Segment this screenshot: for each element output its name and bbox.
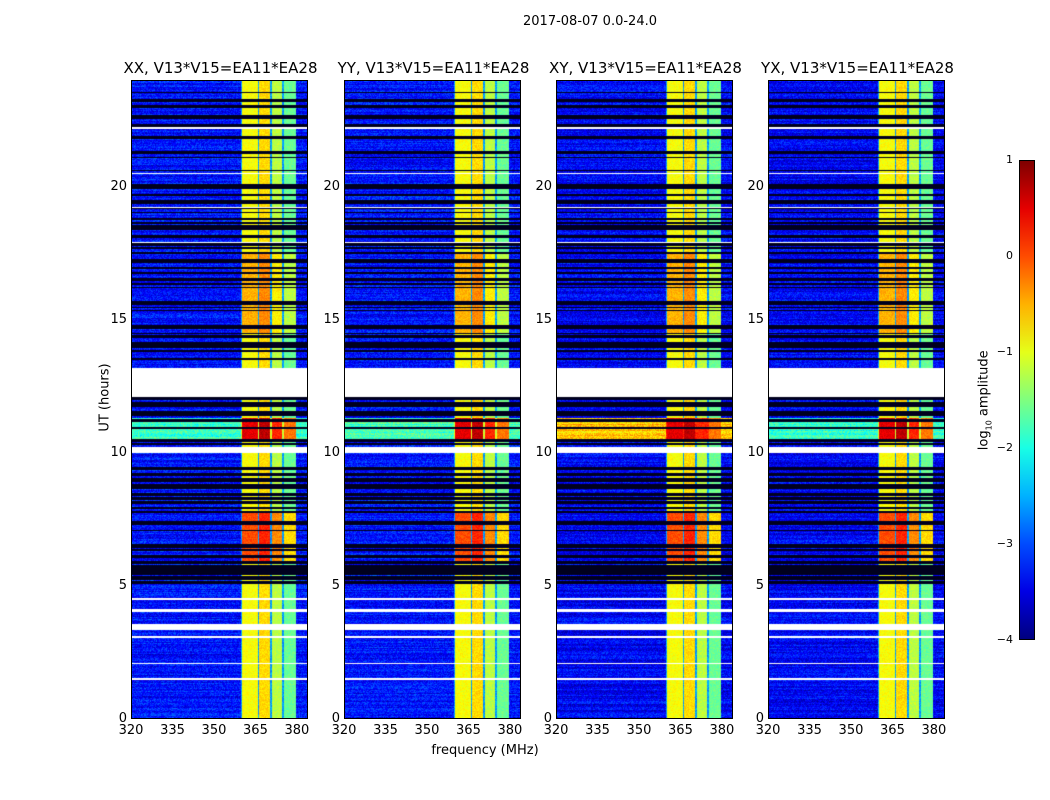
x-tick-label: 380 <box>709 723 735 738</box>
heatmap-panel-4: YX, V13*V15=EA11*EA28 <box>761 59 954 719</box>
heatmap-image <box>557 81 732 718</box>
y-tick-label: 5 <box>543 577 552 593</box>
panel-title: YX, V13*V15=EA11*EA28 <box>761 59 954 77</box>
y-tick-label: 5 <box>755 577 764 593</box>
x-axis-label: frequency (MHz) <box>431 743 539 758</box>
x-tick-label: 335 <box>160 723 185 738</box>
x-tick-label: 380 <box>921 723 947 738</box>
x-tick-label: 350 <box>626 723 652 738</box>
colorbar-tick-label: −2 <box>996 441 1013 454</box>
y-tick-label: 15 <box>323 311 340 327</box>
y-tick-label: 10 <box>323 444 340 460</box>
y-tick-label: 20 <box>110 178 127 194</box>
x-tick-label: 365 <box>880 723 905 738</box>
x-tick-label: 335 <box>797 723 822 738</box>
colorbar-label: log10 amplitude <box>976 350 994 451</box>
panel-title: XY, V13*V15=EA11*EA28 <box>549 59 742 77</box>
y-tick-label: 20 <box>747 178 764 194</box>
y-tick-label: 5 <box>331 577 340 593</box>
y-tick-label: 0 <box>543 711 552 726</box>
y-tick-label: 0 <box>331 711 340 726</box>
x-tick-label: 320 <box>755 723 781 738</box>
y-tick-label: 15 <box>535 311 552 327</box>
heatmap-panel-2: YY, V13*V15=EA11*EA28 <box>338 59 529 719</box>
heatmap-image <box>132 81 307 718</box>
x-tick-label: 335 <box>373 723 398 738</box>
heatmap-panel-3: XY, V13*V15=EA11*EA28 <box>549 59 742 719</box>
colorbar-tick-label: −1 <box>996 345 1013 358</box>
y-axis-label: UT (hours) <box>97 363 113 432</box>
colorbar-tick-label: −3 <box>996 537 1013 550</box>
x-tick-label: 365 <box>668 723 693 738</box>
x-tick-label: 335 <box>585 723 610 738</box>
x-tick-label: 350 <box>414 723 440 738</box>
colorbar-tick-label: 1 <box>1006 153 1013 166</box>
y-tick-label: 10 <box>110 444 127 460</box>
x-tick-label: 365 <box>243 723 268 738</box>
y-tick-label: 10 <box>535 444 552 460</box>
x-tick-label: 380 <box>497 723 523 738</box>
panel-title: XX, V13*V15=EA11*EA28 <box>123 59 318 77</box>
x-tick-label: 380 <box>284 723 310 738</box>
y-tick-label: 5 <box>118 577 127 593</box>
y-tick-label: 0 <box>755 711 764 726</box>
x-tick-label: 365 <box>456 723 481 738</box>
x-tick-label: 350 <box>838 723 864 738</box>
panel-title: YY, V13*V15=EA11*EA28 <box>337 59 530 77</box>
colorbar-tick-label: 0 <box>1006 249 1013 262</box>
heatmap-image <box>345 81 520 718</box>
y-tick-label: 10 <box>747 444 764 460</box>
colorbar-tick-label: −4 <box>996 633 1013 646</box>
x-tick-label: 350 <box>201 723 227 738</box>
heatmap-image <box>769 81 944 718</box>
figure-title: 2017-08-07 0.0-24.0 <box>523 14 657 29</box>
x-tick-label: 320 <box>543 723 569 738</box>
y-tick-label: 20 <box>323 178 340 194</box>
y-tick-label: 0 <box>118 711 127 726</box>
heatmap-panel-1: XX, V13*V15=EA11*EA28 <box>123 59 318 719</box>
x-tick-label: 320 <box>331 723 357 738</box>
x-tick-label: 320 <box>118 723 144 738</box>
y-tick-label: 15 <box>747 311 764 327</box>
y-tick-label: 15 <box>110 311 127 327</box>
colorbar <box>1019 160 1035 640</box>
y-tick-label: 20 <box>535 178 552 194</box>
